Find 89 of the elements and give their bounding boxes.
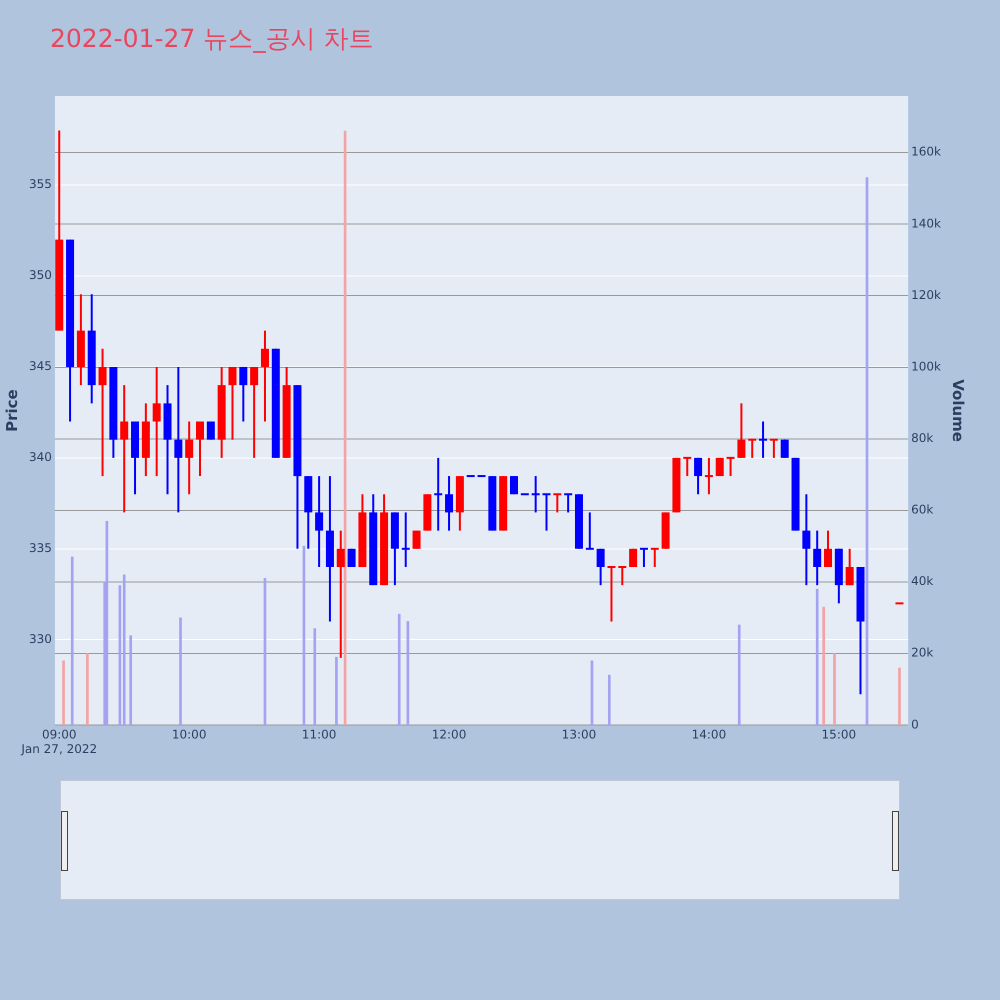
candlestick — [748, 438, 756, 459]
candlestick — [618, 566, 626, 586]
candlestick — [629, 548, 638, 568]
y-tick-label: 340 — [29, 450, 52, 464]
y-tick-label: 350 — [29, 268, 52, 282]
candlestick — [196, 420, 204, 478]
y2-tick-label: 140k — [911, 216, 942, 230]
candlestick — [683, 456, 692, 478]
bar — [898, 668, 901, 726]
candlestick — [553, 493, 562, 514]
candlestick — [640, 548, 648, 568]
bar — [822, 606, 826, 726]
y2-tick-label: 20k — [911, 646, 934, 660]
bar — [608, 674, 611, 726]
candlestick — [824, 530, 832, 568]
y2-tick-label: 40k — [911, 574, 934, 588]
bar — [866, 177, 868, 726]
candlestick — [802, 493, 810, 586]
candlestick — [607, 566, 616, 623]
candlestick — [770, 438, 778, 459]
candlestick — [336, 530, 345, 659]
candlestick — [174, 366, 182, 514]
bar — [129, 635, 132, 726]
x-tick-label: 12:00 — [432, 728, 466, 742]
candlestick — [650, 548, 659, 568]
bar — [86, 653, 89, 726]
bar — [62, 660, 65, 726]
candlestick — [228, 366, 236, 441]
y2-tick-label: 100k — [911, 359, 942, 374]
candlestick — [348, 548, 356, 568]
x-tick-label: 13:00 — [562, 728, 596, 742]
candlestick — [185, 420, 194, 496]
candlestick — [596, 548, 605, 586]
candlestick — [434, 456, 442, 532]
candlestick — [250, 366, 258, 459]
bar — [122, 574, 126, 726]
bar — [106, 520, 108, 726]
candlestick — [759, 420, 768, 459]
candlestick — [542, 493, 550, 532]
y-tick-label: 335 — [29, 540, 52, 555]
bar — [816, 588, 819, 726]
bar — [406, 621, 410, 726]
candlestick — [586, 511, 594, 550]
bar — [833, 653, 836, 726]
x-tick-label: 10:00 — [172, 728, 206, 742]
candlestick — [98, 348, 107, 478]
candlestick — [846, 548, 854, 586]
y2-tick-label: 80k — [911, 431, 934, 445]
x-tick-label: 09:00 Jan 27, 2022 — [20, 728, 98, 756]
candlestick — [694, 456, 702, 496]
y2-tick-label: 0 — [911, 717, 919, 732]
y-tick-label: 330 — [29, 632, 52, 646]
chart-title: 2022-01-27 뉴스_공시 차트 — [50, 23, 374, 55]
candlestick — [704, 456, 713, 496]
x-tick-label: 14:00 — [692, 728, 726, 742]
candlestick — [260, 330, 269, 423]
candlestick — [564, 493, 572, 514]
bar — [118, 585, 122, 726]
candlestick — [737, 402, 746, 459]
candlestick — [445, 475, 454, 532]
candlestick — [402, 511, 410, 568]
y-tick-label: 355 — [29, 177, 52, 192]
bar — [179, 618, 182, 726]
y2-tick-label: 60k — [911, 502, 934, 517]
candlestick — [239, 366, 248, 423]
candlestick — [780, 438, 789, 459]
y-axis-title: Price — [2, 389, 21, 432]
bar — [590, 660, 594, 726]
candlestick — [152, 366, 161, 478]
bar — [738, 624, 741, 726]
y2-tick-label: 160k — [911, 144, 942, 159]
x-tick-label: 11:00 — [302, 728, 336, 742]
y-tick-label: 345 — [29, 359, 52, 374]
candlestick — [120, 384, 128, 514]
candlestick — [412, 530, 421, 550]
candlestick — [315, 475, 324, 568]
bar — [264, 578, 266, 726]
bar — [70, 556, 74, 726]
bar — [398, 614, 401, 726]
bar — [302, 546, 306, 726]
y2-tick-label: 120k — [911, 288, 942, 302]
bar — [313, 628, 316, 726]
x-tick-label: 15:00 — [822, 728, 856, 742]
y2-axis-title: Volume — [949, 379, 968, 442]
candlestick — [532, 475, 540, 514]
candlestick — [726, 456, 735, 478]
bar — [335, 656, 338, 726]
candlestick — [813, 530, 822, 586]
candlestick — [206, 420, 215, 441]
